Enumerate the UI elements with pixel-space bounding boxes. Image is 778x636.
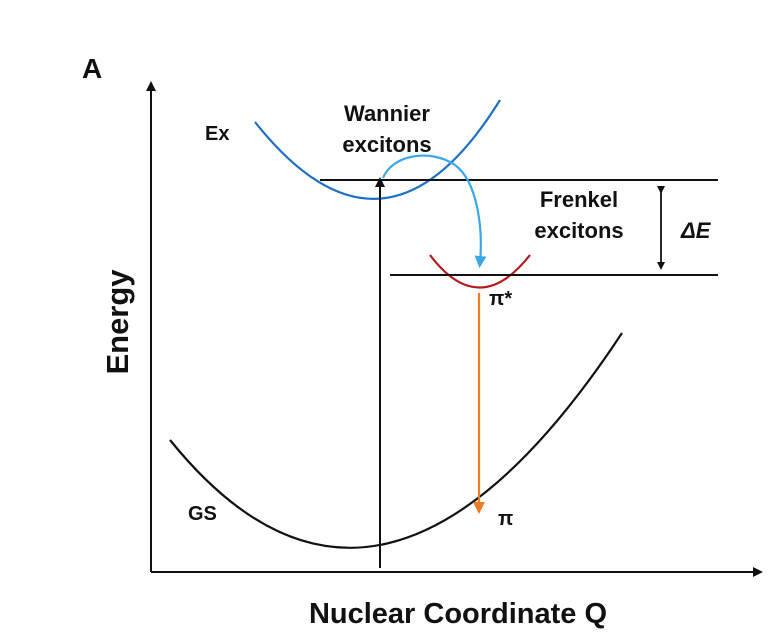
ground-state-curve bbox=[169, 332, 623, 549]
frenkel-exciton-curve bbox=[429, 254, 531, 289]
frenkel-label-line1: Frenkel bbox=[540, 187, 618, 212]
wannier-label-line2: excitons bbox=[342, 132, 431, 157]
panel-label: A bbox=[82, 53, 102, 84]
wannier-label-line1: Wannier bbox=[344, 101, 430, 126]
pi-star-label: π* bbox=[489, 288, 512, 310]
x-axis-label: Nuclear Coordinate Q bbox=[309, 598, 607, 630]
gs-label: GS bbox=[188, 503, 217, 525]
frenkel-label-line2: excitons bbox=[534, 218, 623, 243]
wannier-exciton-curve bbox=[254, 99, 501, 200]
y-axis-label: Energy bbox=[100, 269, 135, 375]
delta-e-label: ΔE bbox=[680, 218, 712, 243]
pi-label: π bbox=[498, 508, 513, 530]
ex-label: Ex bbox=[205, 123, 229, 145]
exciton-transfer-arrow bbox=[381, 154, 487, 268]
